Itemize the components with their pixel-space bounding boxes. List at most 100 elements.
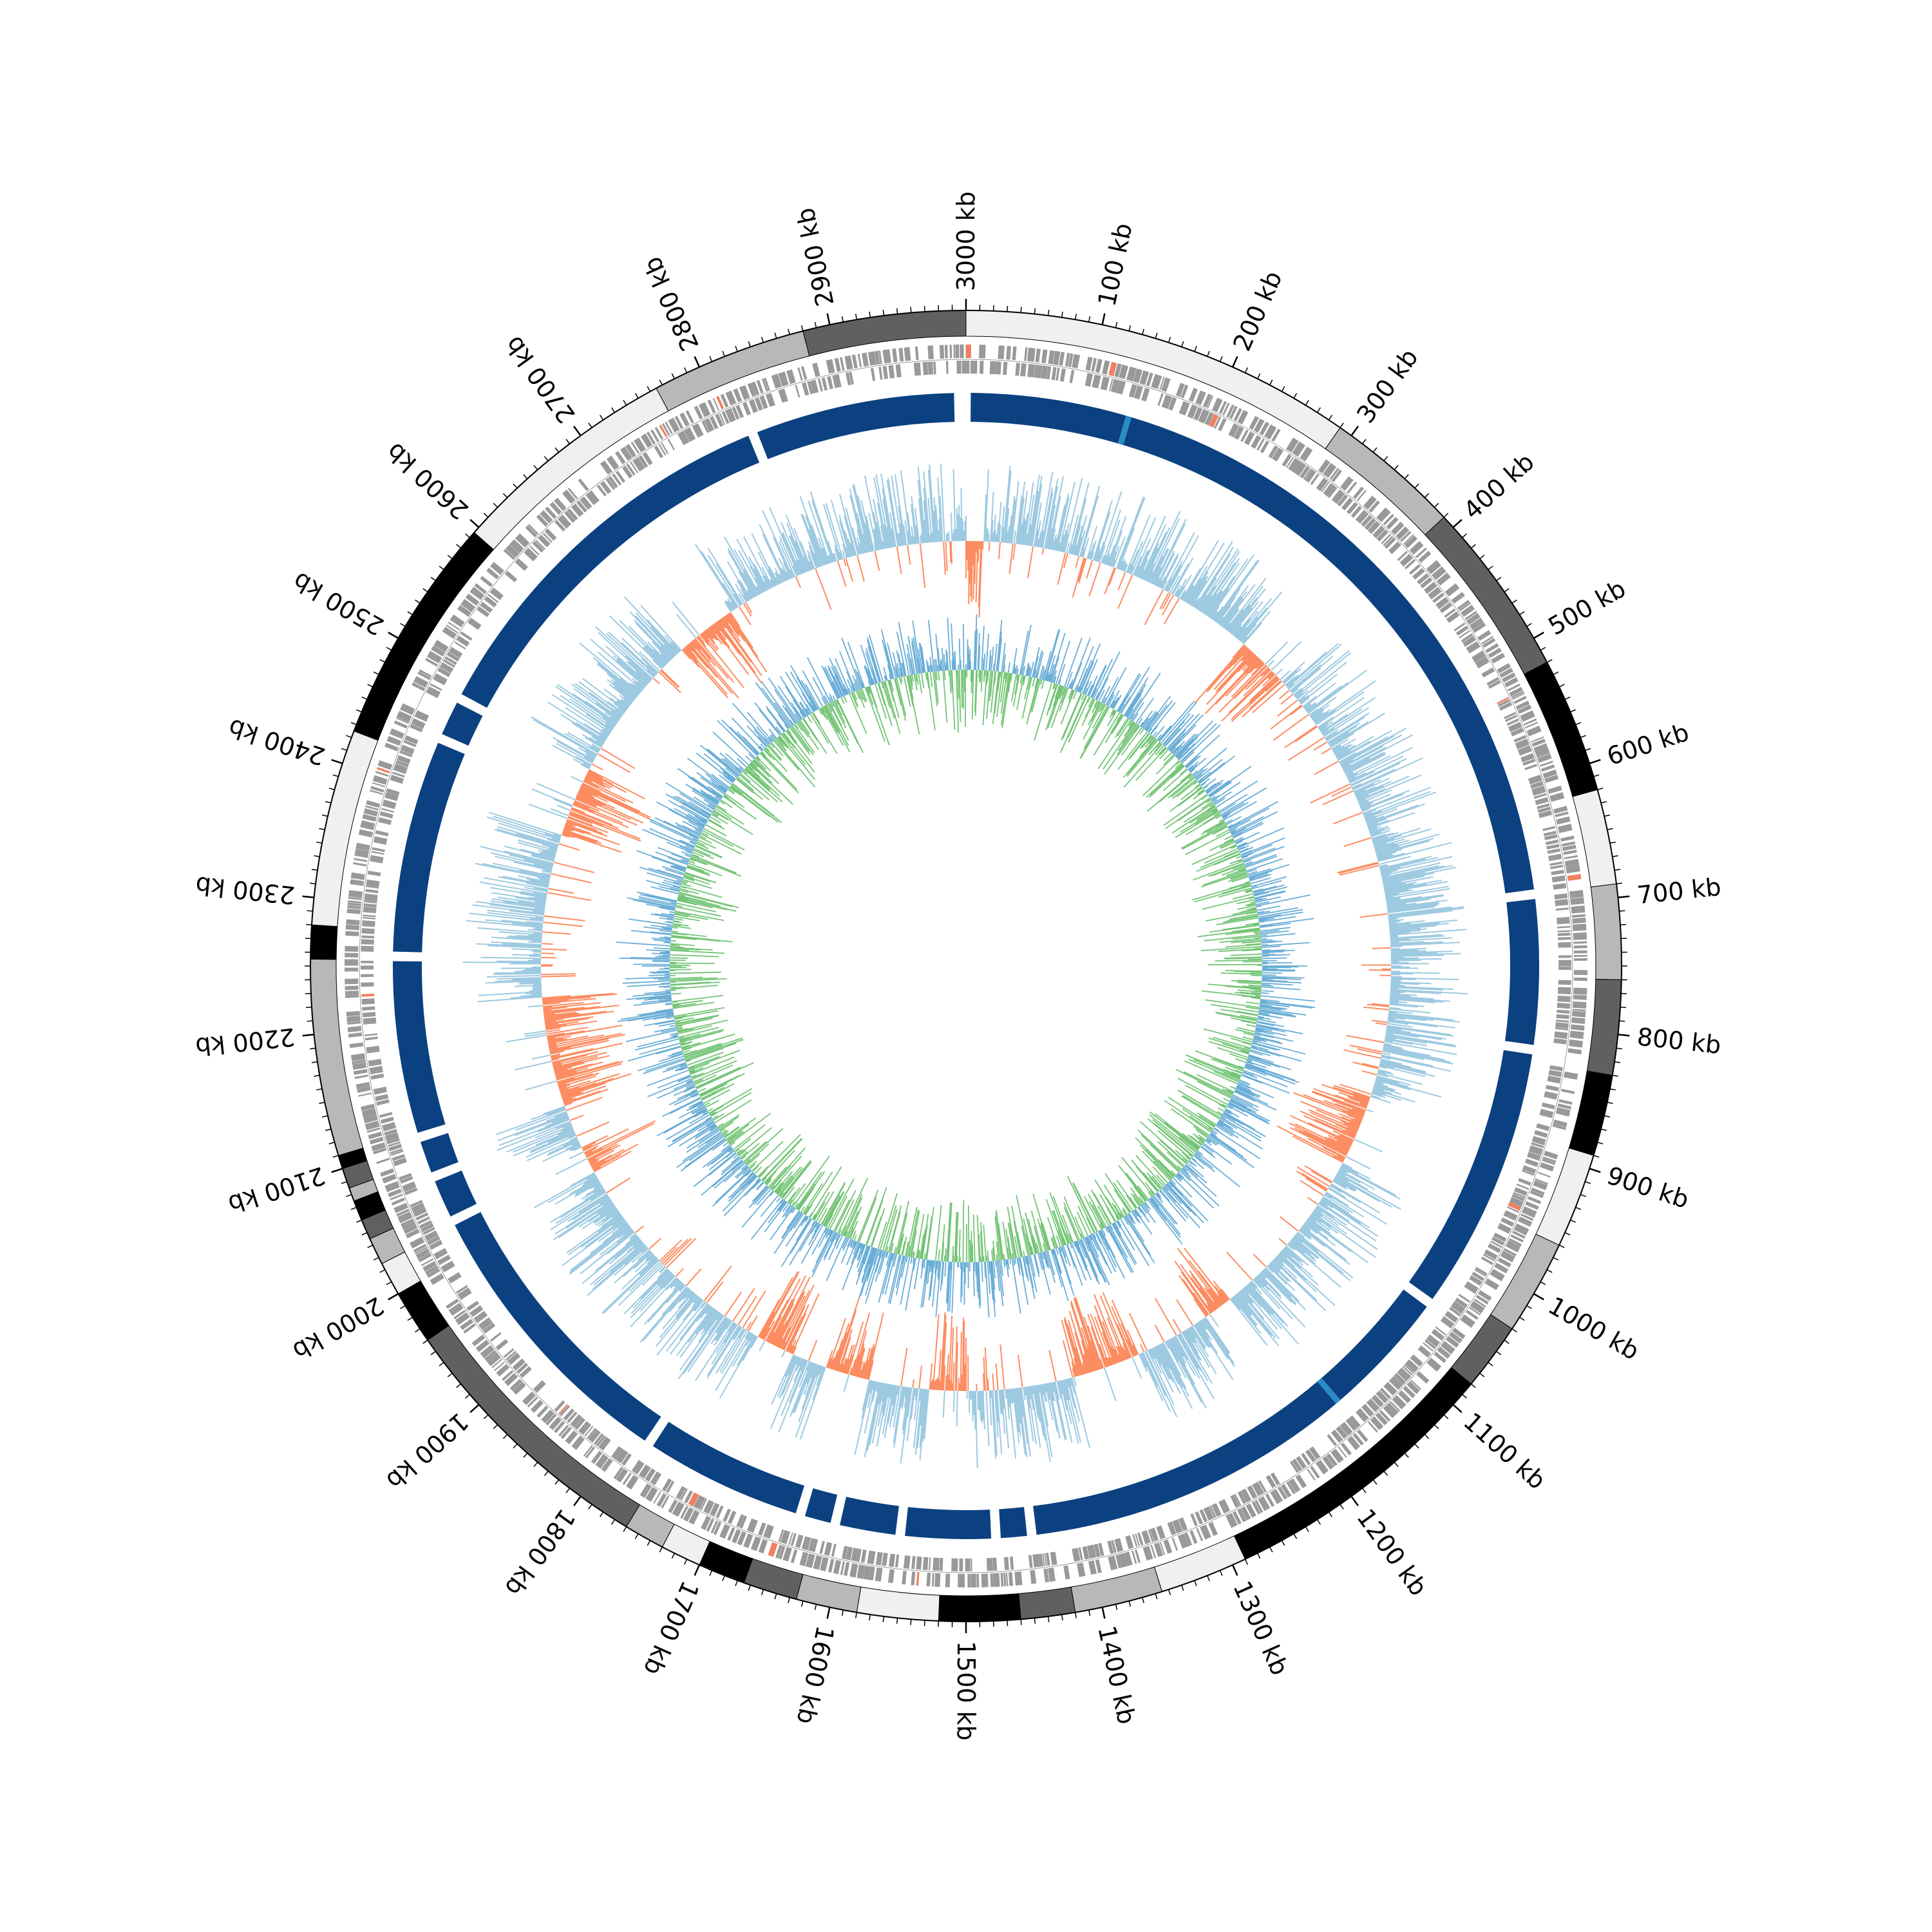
gc-content-bar [1269,1263,1279,1274]
gc-skew-bar [1022,675,1025,683]
gc-content-bar [1346,772,1354,777]
gc-content-bar [1000,506,1005,543]
gene-feature [429,1240,443,1250]
gc-content-bar [639,1257,658,1275]
gc-skew-bar [1254,891,1286,900]
gc-skew-bar [1124,692,1140,717]
feature-baseline [359,359,1573,1573]
gc-content-bar [1381,865,1439,879]
gc-content-bar [1045,486,1059,549]
gc-content-bar [748,556,768,591]
gc-content-bar [1389,919,1458,927]
gc-content-bar [805,515,824,566]
gc-content-bar [1072,524,1081,555]
gene-feature [363,1114,378,1124]
gene-feature [365,889,379,894]
gene-feature [1571,914,1586,918]
gene-feature [1531,736,1544,743]
gc-content-bar [1371,1019,1388,1023]
gene-feature [1472,622,1486,633]
gc-content-bar [710,1318,729,1345]
gc-content-bar [1374,1083,1396,1091]
gene-feature [365,805,379,811]
gene-feature [397,755,411,764]
gene-feature [1488,679,1501,689]
gc-content-bar [593,1166,601,1171]
gc-skew-bar [1147,1118,1193,1157]
gc-skew-bar [1066,672,1073,688]
gc-content-bar [956,1342,958,1391]
gene-feature [1558,980,1571,985]
gene-feature [355,1081,370,1089]
gc-content-bar [544,1010,614,1021]
gc-skew-bar [1175,762,1182,769]
gene-feature [448,1302,464,1316]
gc-content-bar [1163,598,1180,625]
gc-content-bar [1384,1039,1393,1043]
gc-skew-bar [1150,1197,1181,1235]
gc-content-bar [1318,697,1365,729]
gc-skew-bar [1175,739,1194,757]
gc-content-bar [719,1335,757,1399]
gene-feature [1340,1443,1352,1455]
gc-content-bar [614,1250,651,1284]
gene-feature [571,1435,585,1450]
gc-skew-bar [1033,669,1037,678]
gc-content-bar [721,618,762,676]
gene-feature [421,1258,434,1267]
gc-content-bar [728,612,753,649]
gc-content-bar [1289,1241,1316,1265]
gc-content-bar [487,912,544,920]
gc-skew-bar [1197,771,1211,782]
gc-content-bar [547,1108,566,1116]
gc-content-bar [1101,1321,1119,1363]
gc-skew-bar [1226,1105,1233,1110]
gc-content-bar [659,1265,666,1273]
gc-skew-bar [1175,1174,1182,1180]
gene-feature [362,1006,375,1011]
minor-tick [588,422,592,428]
gene-feature [364,900,377,904]
gc-content-bar [1358,789,1392,804]
gc-content-bar [656,1298,703,1356]
tick-label: 1300 kb [1227,1577,1294,1679]
gc-skew-bar [1229,1100,1271,1122]
gene-feature [875,1551,883,1566]
gc-content-bar [1376,848,1403,857]
gc-content-bar [1303,1224,1311,1230]
gc-skew-bar [1200,871,1247,888]
gene-feature [1531,786,1546,796]
gc-content-bar [862,1379,871,1412]
gc-content-bar [803,1363,817,1395]
gc-skew-bar [1207,1136,1219,1145]
gc-skew-bar [1205,782,1219,793]
gc-content-bar [1379,864,1387,867]
gc-content-bar [1186,1329,1211,1368]
gc-content-bar [782,562,791,580]
gene-feature [1394,1372,1406,1385]
gc-content-bar [778,558,790,580]
gc-skew-bar [1258,1016,1264,1018]
gene-feature [1195,1511,1203,1525]
gc-skew-bar [1162,768,1188,791]
gc-content-bar [743,536,772,589]
gc-content-bar [1226,609,1244,631]
gc-content-bar [846,1354,853,1374]
gc-content-bar [679,1309,716,1358]
gc-content-bar [545,833,561,840]
gc-content-bar [1370,1095,1391,1104]
gc-skew-bar [1034,678,1038,689]
gc-content-bar [1231,677,1280,723]
gc-skew-bar [1215,780,1258,808]
gc-skew-bar [1146,773,1192,812]
gc-content-bar [1208,588,1229,618]
minor-tick [1612,1075,1618,1077]
gene-feature [1564,855,1578,860]
gene-feature [1466,612,1481,625]
gc-content-bar [610,716,618,723]
gc-content-bar [1155,1298,1177,1336]
gc-skew-bar [1183,1166,1217,1197]
gc-content-bar [1139,558,1148,578]
gene-feature [1038,1553,1044,1567]
gene-feature [361,960,374,963]
